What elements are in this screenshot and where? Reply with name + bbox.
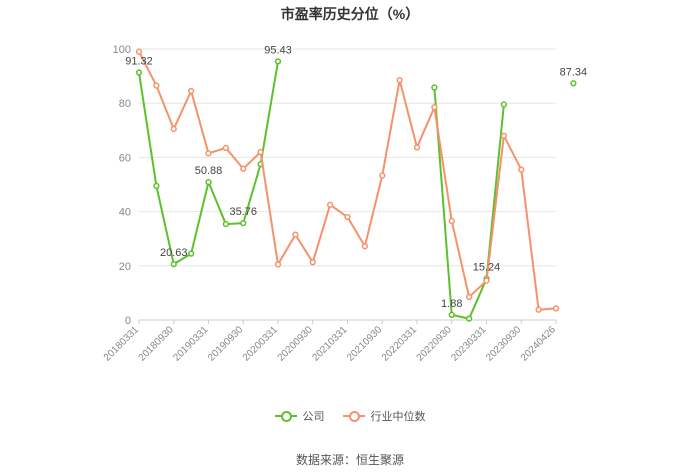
data-point-industry-median bbox=[170, 125, 177, 133]
data-point-company bbox=[222, 220, 230, 228]
x-tick-label: 20240426 bbox=[519, 324, 559, 364]
data-point-industry-median bbox=[379, 172, 386, 179]
x-tick-label: 20220331 bbox=[380, 324, 420, 364]
data-point-industry-median bbox=[552, 305, 560, 312]
data-point-industry-median bbox=[500, 132, 508, 139]
data-point-industry-median bbox=[344, 213, 351, 221]
label-layer: 91.32 20.63 50.88 35.76 95.43 1.88 15.24 87.34 bbox=[125, 44, 587, 310]
series-line-company bbox=[433, 87, 505, 320]
data-label: 1.88 bbox=[441, 298, 462, 310]
data-label: 87.34 bbox=[560, 66, 588, 78]
y-tick-label: 100 bbox=[113, 44, 131, 56]
data-point-company bbox=[205, 178, 212, 186]
data-point-company bbox=[448, 311, 455, 319]
data-point-industry-median bbox=[326, 201, 334, 208]
data-point-industry-median bbox=[257, 148, 264, 156]
data-label: 50.88 bbox=[195, 165, 223, 177]
data-point-industry-median bbox=[187, 87, 195, 95]
data-point-industry-median bbox=[361, 243, 369, 250]
data-label: 35.76 bbox=[229, 206, 257, 218]
legend-item-industry-median[interactable]: 行业中位数 bbox=[342, 408, 426, 424]
data-point-industry-median bbox=[240, 165, 247, 172]
x-tick-label: 20180930 bbox=[137, 324, 177, 364]
x-tick-label: 20210930 bbox=[345, 324, 385, 364]
x-tick-label: 20190331 bbox=[171, 324, 211, 364]
data-label: 91.32 bbox=[125, 56, 153, 68]
data-point-industry-median bbox=[135, 48, 143, 55]
x-tick-label: 20210331 bbox=[310, 324, 350, 364]
data-point-industry-median bbox=[431, 104, 438, 111]
x-tick-label: 20190930 bbox=[206, 324, 246, 364]
data-point-industry-median bbox=[274, 261, 282, 268]
legend-swatch-industry-median bbox=[342, 411, 365, 422]
data-label: 95.43 bbox=[264, 44, 292, 56]
legend-label-company: 公司 bbox=[302, 411, 325, 423]
x-tick-label: 20230331 bbox=[449, 324, 489, 364]
x-tick-label: 20230930 bbox=[484, 324, 524, 364]
x-tick-label: 20200930 bbox=[276, 324, 316, 364]
legend-item-company[interactable]: 公司 bbox=[274, 408, 325, 424]
y-tick-label: 40 bbox=[119, 207, 131, 219]
data-point-company bbox=[274, 58, 282, 65]
grid-layer bbox=[139, 48, 556, 321]
data-point-industry-median bbox=[518, 166, 525, 173]
data-point-industry-median bbox=[413, 144, 421, 151]
data-point-company bbox=[500, 101, 508, 108]
y-tick-label: 80 bbox=[119, 98, 131, 110]
y-tick-label: 0 bbox=[125, 315, 131, 327]
data-point-industry-median bbox=[535, 306, 542, 313]
data-label: 15.24 bbox=[473, 262, 501, 274]
data-point-company bbox=[465, 315, 473, 322]
data-point-company bbox=[431, 84, 438, 91]
data-point-industry-median bbox=[465, 293, 473, 301]
data-point-company bbox=[135, 69, 143, 76]
legend-swatch-company bbox=[274, 411, 297, 422]
data-point-industry-median bbox=[205, 150, 212, 157]
legend: 公司 行业中位数 bbox=[0, 408, 700, 424]
y-tick-label: 20 bbox=[119, 261, 131, 273]
data-point-company bbox=[170, 260, 177, 268]
data-point-company bbox=[570, 80, 577, 87]
data-point-company bbox=[187, 250, 195, 257]
data-point-company bbox=[240, 219, 247, 227]
data-point-industry-median bbox=[483, 277, 490, 284]
data-point-industry-median bbox=[292, 231, 299, 238]
legend-label-industry-median: 行业中位数 bbox=[370, 411, 426, 423]
series-layer bbox=[135, 48, 577, 322]
data-point-industry-median bbox=[153, 82, 160, 89]
x-tick-label: 20180331 bbox=[102, 324, 142, 364]
data-point-industry-median bbox=[222, 144, 230, 152]
data-point-industry-median bbox=[309, 259, 316, 266]
source-note: 数据来源：恒生聚源 bbox=[295, 453, 404, 467]
data-label: 20.63 bbox=[160, 247, 188, 259]
x-tick-label: 20220930 bbox=[415, 324, 455, 364]
data-point-industry-median bbox=[396, 77, 403, 84]
data-point-company bbox=[153, 182, 160, 190]
data-point-industry-median bbox=[448, 217, 455, 225]
y-tick-label: 60 bbox=[119, 152, 131, 164]
x-tick-label: 20200331 bbox=[241, 324, 281, 364]
chart-title: 市盈率历史分位（%） bbox=[280, 6, 420, 22]
